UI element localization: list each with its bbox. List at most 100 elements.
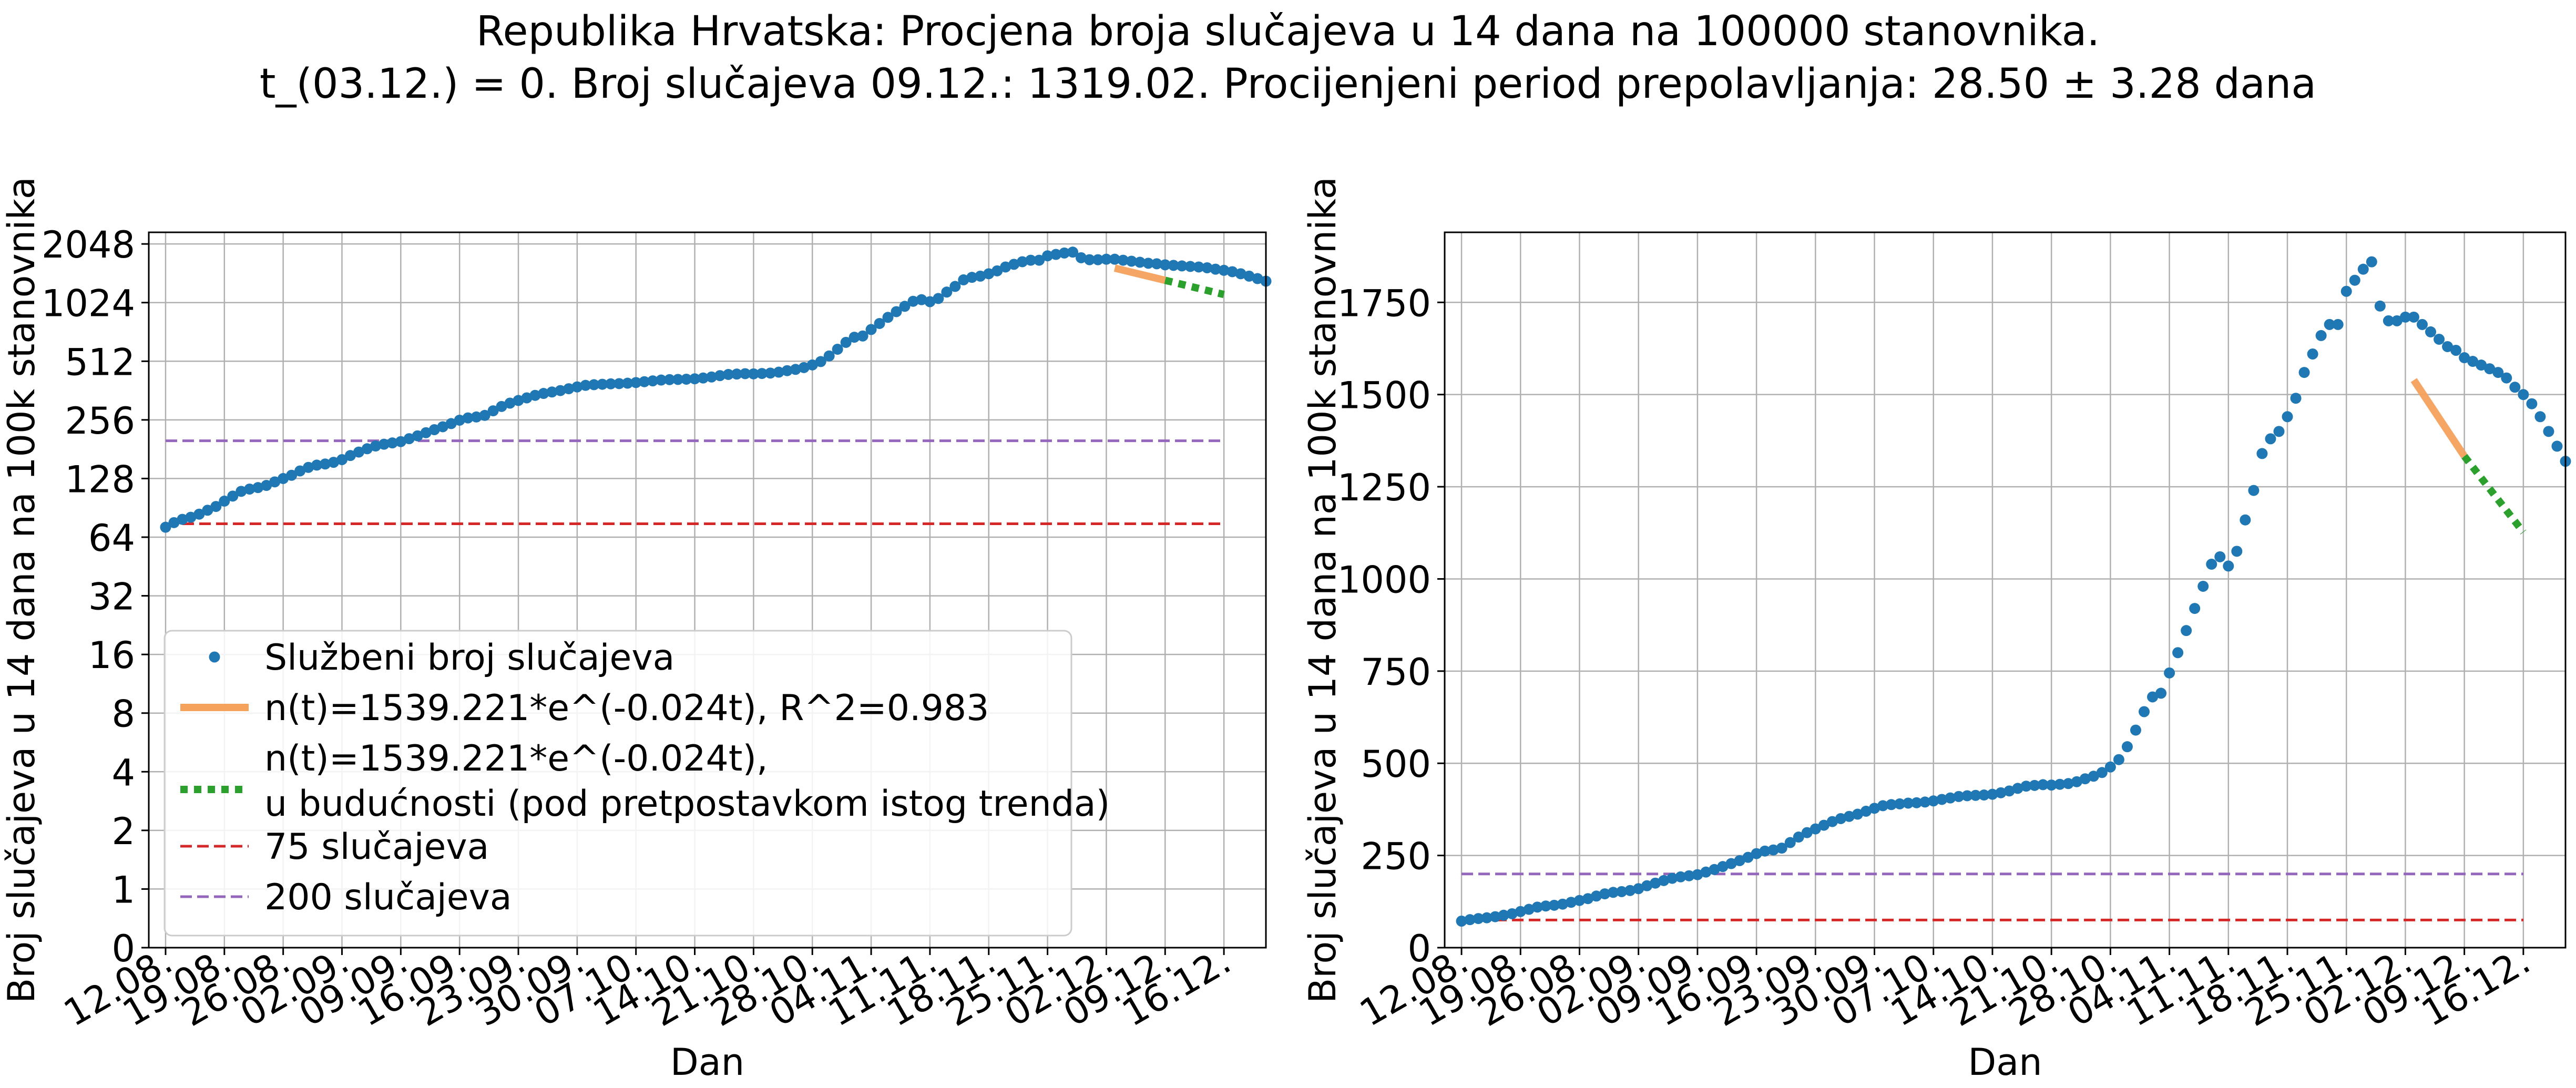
data-point (916, 294, 927, 305)
y-tick-label: 1024 (42, 282, 135, 325)
data-point (2265, 433, 2276, 445)
data-point (471, 411, 482, 423)
y-tick-label: 512 (65, 341, 135, 384)
data-point (891, 306, 902, 317)
data-point (2189, 603, 2201, 614)
data-point (168, 517, 180, 528)
data-point (639, 376, 650, 387)
data-point (2079, 773, 2091, 785)
data-point (2071, 776, 2082, 787)
projection-line (1164, 276, 1225, 299)
axes-frame (148, 231, 1267, 949)
data-point (1083, 254, 1095, 265)
data-point (445, 418, 457, 429)
data-point (2231, 546, 2243, 557)
data-point (588, 379, 600, 391)
data-point (320, 458, 331, 470)
figure-title: Republika Hrvatska: Procjena broja sluča… (0, 5, 2576, 110)
data-point (907, 295, 919, 307)
data-point (1000, 261, 1011, 273)
data-point (2214, 551, 2226, 562)
data-point (278, 473, 289, 484)
fit-line (2410, 378, 2468, 458)
data-point (1531, 901, 1543, 913)
data-point (656, 374, 667, 386)
data-point (2467, 356, 2479, 367)
data-point (529, 389, 541, 401)
data-point (722, 368, 734, 380)
data-point (1869, 803, 1880, 814)
data-point (1928, 795, 1939, 807)
data-point (1624, 885, 1636, 896)
data-point (1919, 796, 1931, 808)
legend-label-line: 200 slučajeva (264, 877, 512, 918)
data-point (1826, 816, 1838, 827)
data-point (353, 446, 364, 458)
data-point (899, 301, 911, 312)
data-point (622, 377, 633, 389)
data-point (311, 459, 323, 471)
data-point (1742, 851, 1754, 863)
data-point (580, 379, 591, 391)
data-point (160, 521, 171, 533)
data-point (2374, 300, 2386, 312)
data-point (1515, 906, 1526, 917)
data-point (177, 514, 188, 525)
data-point (252, 482, 264, 494)
data-point (2543, 426, 2554, 437)
data-point (1616, 886, 1628, 897)
data-point (1894, 798, 1906, 809)
data-point (840, 336, 852, 348)
data-point (1717, 861, 1729, 873)
data-point (210, 501, 222, 512)
legend-label-line: n(t)=1539.221*e^(-0.024t), (264, 738, 768, 779)
data-point (1700, 866, 1712, 878)
data-point (1235, 268, 1246, 280)
data-point (1987, 788, 1998, 800)
data-point (2020, 781, 2032, 792)
data-point (1961, 790, 1973, 802)
data-point (227, 490, 239, 502)
data-point (2534, 411, 2546, 423)
data-point (865, 324, 877, 335)
data-point (2442, 341, 2454, 352)
data-point (1151, 258, 1162, 270)
data-point (538, 388, 549, 399)
data-point (1050, 249, 1062, 260)
data-point (1565, 897, 1577, 908)
legend-entry-200-label: 200 slučajeva (264, 877, 512, 918)
data-point (1650, 877, 1661, 889)
data-point (1092, 254, 1103, 265)
data-point (857, 330, 868, 342)
data-point (933, 293, 944, 304)
data-point (1008, 259, 1020, 270)
data-point (1034, 254, 1045, 266)
data-point (2450, 344, 2462, 356)
data-point (1489, 911, 1501, 922)
data-point (2012, 783, 2023, 794)
legend-entry-75-label: 75 slučajeva (264, 826, 489, 868)
data-point (1548, 899, 1560, 911)
axes-frame (1444, 231, 2567, 949)
data-point (1184, 261, 1196, 272)
data-point (328, 457, 340, 468)
data-point (1903, 797, 1914, 809)
data-point (202, 505, 213, 516)
data-point (1473, 913, 1484, 925)
data-point (1683, 870, 1695, 881)
data-point (1767, 844, 1779, 856)
y-tick-label: 0 (1407, 927, 1431, 970)
data-point (2492, 367, 2504, 378)
data-point (1675, 871, 1686, 882)
data-point (2509, 382, 2521, 393)
data-point (286, 469, 298, 481)
data-point (2399, 311, 2411, 323)
data-point (991, 265, 1003, 276)
data-point (790, 364, 801, 375)
data-point (370, 440, 381, 452)
data-point (1557, 898, 1568, 910)
data-point (1784, 837, 1796, 848)
data-point (706, 371, 717, 383)
data-point (832, 343, 843, 355)
data-point (1658, 875, 1670, 886)
